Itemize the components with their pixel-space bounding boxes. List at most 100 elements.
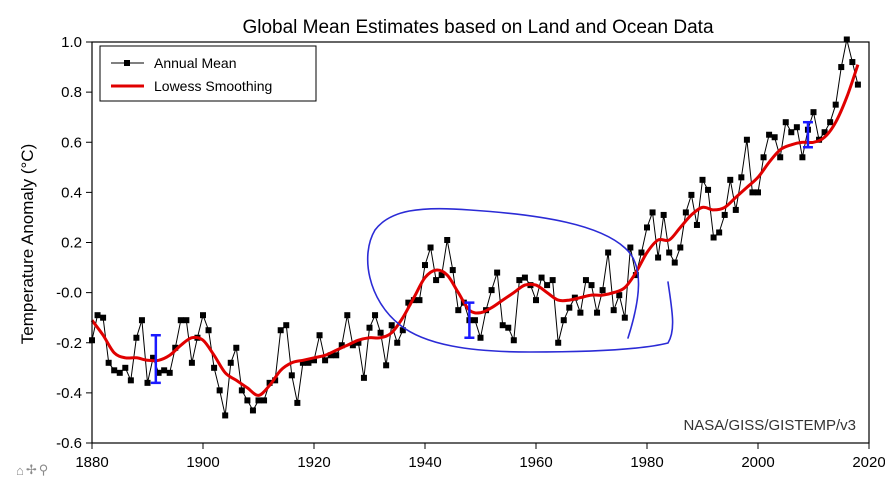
annual-mean-point [238, 387, 245, 394]
chart-title: Global Mean Estimates based on Land and … [242, 17, 714, 38]
annual-mean-point [721, 211, 728, 218]
annual-mean-point [427, 244, 434, 251]
annual-mean-point [100, 314, 107, 321]
annual-mean-point [383, 362, 390, 369]
annual-mean-point [349, 342, 356, 349]
annual-mean-point [471, 317, 478, 324]
annual-mean-point [372, 312, 379, 319]
annual-mean-point [771, 134, 778, 141]
y-tick-label: -0.6 [56, 435, 82, 452]
lowess-smoothing-line [90, 64, 860, 397]
annual-mean-point [793, 124, 800, 131]
x-tick-label: 1900 [186, 454, 219, 471]
annual-mean-point [821, 129, 828, 136]
annual-mean-point [322, 357, 329, 364]
annual-mean-point [138, 317, 145, 324]
annual-mean-point [188, 359, 195, 366]
annual-mean-point [760, 154, 767, 161]
annual-mean-point [277, 327, 284, 334]
annual-mean-point [682, 209, 689, 216]
home-icon[interactable]: ⌂ [16, 462, 24, 478]
annual-mean-point [849, 59, 856, 66]
annual-mean-point [222, 412, 229, 419]
annual-mean-point [555, 339, 562, 346]
legend-box [99, 45, 317, 102]
annual-mean-point [521, 274, 528, 281]
annual-mean-point [616, 292, 623, 299]
annual-mean-point [433, 277, 440, 284]
annual-mean-point [727, 176, 734, 183]
annual-mean-point [627, 244, 634, 251]
annual-mean-point [327, 352, 334, 359]
error-bars [150, 120, 813, 385]
annual-mean-point [777, 154, 784, 161]
annual-mean-point [599, 287, 606, 294]
zoom-icon[interactable]: ⚲ [38, 462, 49, 477]
annual-mean-point [710, 234, 717, 241]
annual-mean-point [227, 359, 234, 366]
x-tick-label: 2000 [741, 454, 774, 471]
annual-mean-point [150, 354, 157, 361]
annual-mean-point [499, 322, 506, 329]
annual-mean-point [854, 81, 861, 88]
annual-mean-point [200, 312, 206, 319]
annual-mean-point [416, 297, 423, 304]
y-tick-label: 0.6 [61, 134, 82, 151]
annual-mean-point [832, 101, 839, 108]
annual-mean-point [444, 236, 451, 243]
annual-mean-point [594, 309, 601, 316]
annotation-loop [367, 207, 674, 353]
y-tick-label: 0.4 [61, 184, 82, 201]
annual-mean-point [360, 374, 367, 381]
annual-mean-point [588, 282, 595, 289]
annual-mean-point [544, 282, 551, 289]
annual-mean-point [294, 399, 301, 406]
annual-mean-point [211, 364, 218, 371]
annual-mean-point [699, 176, 706, 183]
annual-mean-point [666, 249, 673, 256]
annual-mean-point [422, 262, 428, 269]
annual-mean-point [788, 129, 795, 136]
annual-mean-point [244, 397, 251, 404]
annual-mean-point [533, 297, 539, 304]
annual-mean-point [610, 307, 617, 314]
annual-mean-point [283, 322, 290, 329]
annual-mean-point [649, 209, 656, 216]
annual-mean-point [677, 244, 684, 251]
annual-mean-point [693, 221, 700, 228]
annual-mean-point [766, 131, 773, 138]
annual-mean-point [288, 372, 295, 379]
plot-frame [91, 41, 870, 444]
annual-mean-point [216, 387, 223, 394]
annual-mean-point [732, 206, 739, 213]
annual-mean-point [560, 317, 567, 324]
annual-mean-point [510, 337, 517, 344]
hand-drawn-annotation [367, 207, 674, 353]
y-axis-label: Temperature Anomaly (°C) [18, 144, 37, 344]
y-tick-label: -0.0 [56, 285, 82, 302]
annual-mean-point [743, 136, 750, 143]
annual-mean-point [671, 259, 678, 266]
annual-mean-point [638, 249, 645, 256]
annual-mean-point [549, 277, 556, 284]
x-tick-label: 1880 [75, 454, 108, 471]
annual-mean-point [299, 359, 306, 366]
annual-mean-point [316, 332, 323, 339]
annual-mean-point [755, 189, 761, 196]
annual-mean-point [155, 369, 162, 376]
annual-mean-point [838, 64, 845, 71]
annual-mean-point [116, 369, 123, 376]
annual-mean-point [333, 352, 340, 359]
annual-mean-point [782, 119, 789, 126]
annual-mean-point [505, 324, 512, 331]
annual-mean-point [605, 249, 612, 256]
annual-mean-point [177, 317, 184, 324]
annual-mean-point [127, 377, 134, 384]
annual-mean-point [516, 277, 523, 284]
annual-mean-point [827, 119, 834, 126]
annual-mean-point [305, 359, 312, 366]
y-tick-label: -0.4 [56, 385, 82, 402]
legend-lowess-label: Lowess Smoothing [154, 78, 272, 94]
annual-mean-point [255, 397, 262, 404]
pan-icon[interactable]: ✢ [25, 462, 37, 477]
